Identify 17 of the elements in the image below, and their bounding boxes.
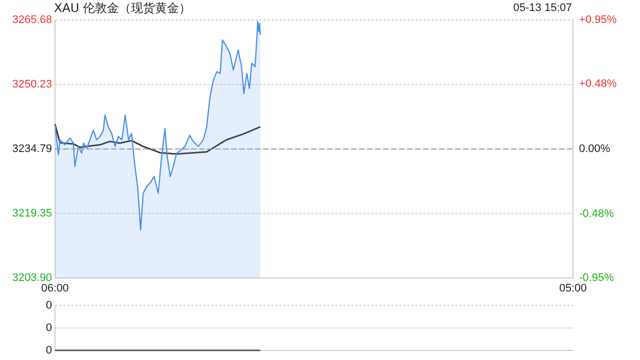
y2-tick-label: +0.95% <box>579 14 617 26</box>
y-tick-label: 3234.79 <box>12 143 52 156</box>
chart-subtitle: 05-13 15:07 <box>513 2 572 14</box>
chart-title: XAU 伦敦金（现货黄金） <box>54 0 192 17</box>
x-tick-label: 05:00 <box>559 282 587 295</box>
y-tick-label: 3265.68 <box>12 14 52 26</box>
y-tick-label: 3203.90 <box>12 272 52 284</box>
y-tick-label: 3250.23 <box>12 78 52 91</box>
y-tick-label: 3219.35 <box>12 208 52 220</box>
y2-tick-label: +0.48% <box>579 78 617 90</box>
y-tick-label: 0 <box>46 344 52 356</box>
y2-tick-label: -0.95% <box>579 272 614 284</box>
y-tick-label: 0 <box>46 322 52 334</box>
x-tick-label: 06:00 <box>41 282 69 295</box>
y-tick-label: 0 <box>46 300 52 312</box>
y2-tick-label: -0.48% <box>579 208 614 220</box>
y2-tick-label: 0.00% <box>579 143 610 156</box>
